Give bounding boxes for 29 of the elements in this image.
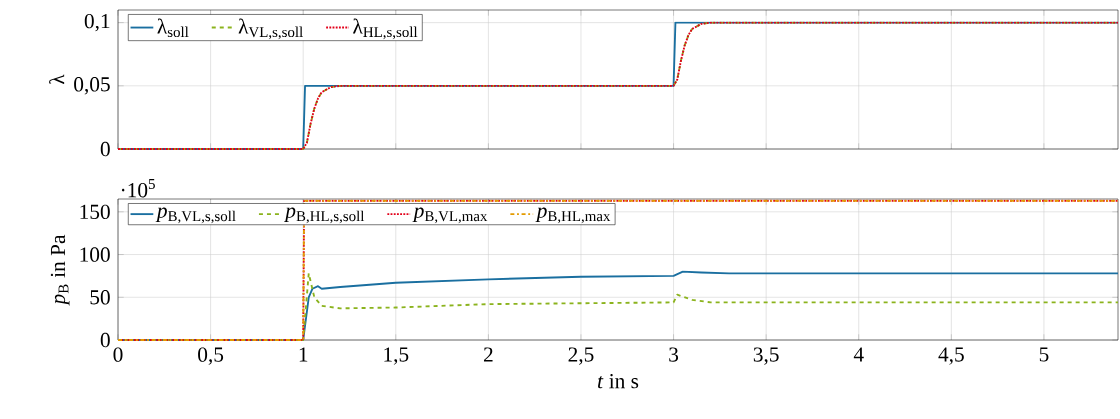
x-tick-label: 0,5 bbox=[198, 347, 224, 365]
legend-label: p$_{B,VL,max}$ bbox=[412, 207, 488, 224]
y-tick-label: 0,05 bbox=[74, 77, 110, 95]
y-axis-title: p$_{B}$ in Pa bbox=[50, 234, 70, 306]
text: ·10$^{5}$ bbox=[121, 179, 155, 198]
x-tick-label: 3,5 bbox=[753, 347, 779, 365]
legend-label: λ$_{HL,s,soll}$ bbox=[353, 18, 418, 40]
x-tick-label: 1 bbox=[299, 347, 308, 362]
legend-label: p$_{B,HL,s,soll}$ bbox=[284, 207, 365, 224]
legend-label: λ$_{VL,s,soll}$ bbox=[238, 18, 303, 40]
y-tick-label: 50 bbox=[90, 290, 110, 305]
legend-label: λ$_{soll}$ bbox=[157, 18, 189, 38]
x-axis-title: t in s bbox=[597, 374, 639, 389]
x-tick-label: 4,5 bbox=[938, 347, 964, 365]
y-tick-label: 150 bbox=[80, 204, 110, 220]
y-tick-label: 100 bbox=[80, 247, 110, 262]
x-tick-label: 1,5 bbox=[384, 347, 409, 365]
y-tick-label: 0 bbox=[100, 141, 110, 157]
y-tick-label: 0,1 bbox=[84, 13, 110, 32]
x-tick-label: 0 bbox=[113, 347, 123, 362]
x-tick-label: 4 bbox=[853, 347, 864, 362]
x-tick-label: 2 bbox=[483, 347, 493, 362]
y-axis-title: λ bbox=[49, 74, 65, 85]
legend-label: p$_{B,VL,s,soll}$ bbox=[155, 207, 236, 224]
y-tick-label: 0 bbox=[100, 332, 110, 348]
x-tick-label: 2,5 bbox=[568, 347, 594, 365]
x-tick-label: 3 bbox=[669, 347, 679, 362]
legend-label: p$_{B,HL,max}$ bbox=[535, 207, 611, 224]
x-tick-label: 5 bbox=[1039, 347, 1049, 362]
